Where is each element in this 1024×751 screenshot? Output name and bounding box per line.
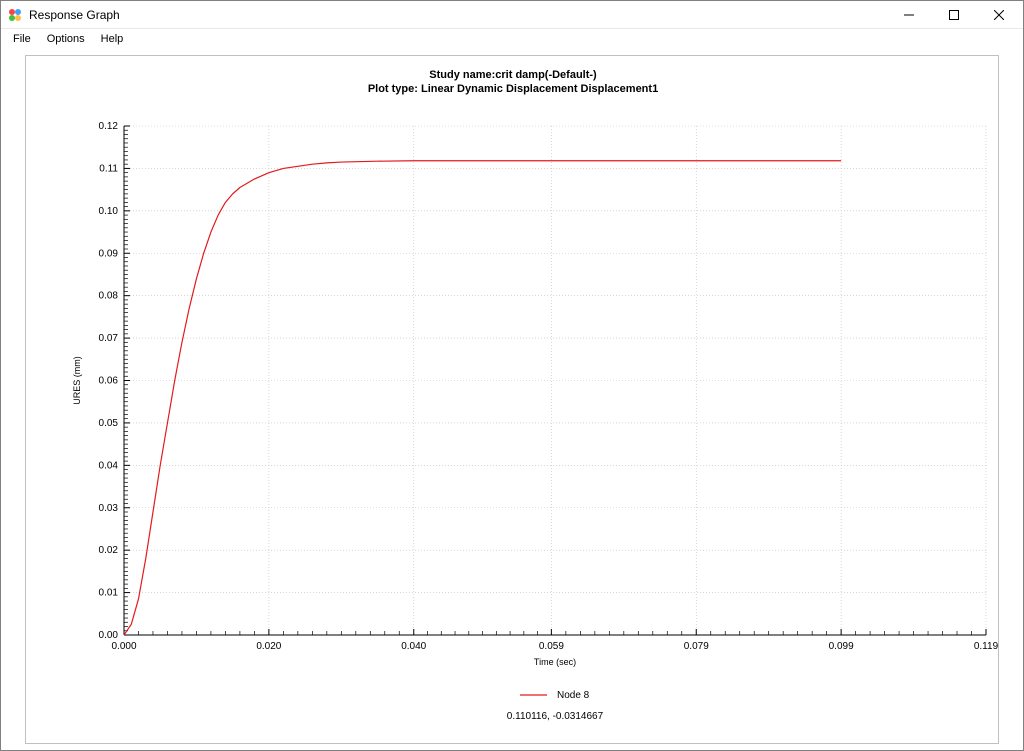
chart-title-1: Study name:crit damp(-Default-) xyxy=(429,69,597,81)
y-tick-label: 0.12 xyxy=(99,121,119,132)
menubar: File Options Help xyxy=(1,29,1023,49)
y-tick-label: 0.07 xyxy=(99,333,119,344)
app-window: Response Graph File Options Help Study n… xyxy=(0,0,1024,751)
chart-svg: Study name:crit damp(-Default-) Plot type… xyxy=(26,56,1000,746)
x-tick-label: 0.000 xyxy=(111,641,136,652)
y-tick-label: 0.08 xyxy=(99,291,119,302)
x-tick-label: 0.099 xyxy=(829,641,854,652)
plot-panel: Study name:crit damp(-Default-) Plot type… xyxy=(25,55,999,744)
x-tick-label: 0.040 xyxy=(401,641,426,652)
cursor-coords: 0.110116, -0.0314667 xyxy=(507,711,604,722)
titlebar: Response Graph xyxy=(1,1,1023,29)
y-tick-label: 0.00 xyxy=(99,630,119,641)
series-line xyxy=(124,161,841,635)
x-tick-label: 0.079 xyxy=(684,641,709,652)
legend-label: Node 8 xyxy=(557,690,590,701)
y-tick-label: 0.01 xyxy=(99,588,119,599)
chart-title-2: Plot type: Linear Dynamic Displacement D… xyxy=(368,83,658,95)
y-tick-label: 0.11 xyxy=(99,163,118,174)
x-tick-label: 0.119 xyxy=(974,641,999,652)
y-axis-label: URES (mm) xyxy=(72,356,82,405)
menu-options[interactable]: Options xyxy=(39,31,93,47)
app-icon xyxy=(7,7,23,23)
minimize-button[interactable] xyxy=(886,2,931,28)
y-tick-label: 0.09 xyxy=(99,248,119,259)
window-controls xyxy=(886,2,1021,28)
content-area: Study name:crit damp(-Default-) Plot type… xyxy=(1,49,1023,750)
y-tick-label: 0.03 xyxy=(99,503,119,514)
y-tick-label: 0.05 xyxy=(99,418,119,429)
y-tick-label: 0.10 xyxy=(99,206,119,217)
maximize-button[interactable] xyxy=(931,2,976,28)
window-title: Response Graph xyxy=(29,8,886,22)
x-tick-label: 0.059 xyxy=(539,641,564,652)
y-tick-label: 0.06 xyxy=(99,376,119,387)
close-button[interactable] xyxy=(976,2,1021,28)
y-tick-label: 0.04 xyxy=(99,460,119,471)
x-tick-label: 0.020 xyxy=(256,641,281,652)
menu-help[interactable]: Help xyxy=(93,31,132,47)
x-axis-label: Time (sec) xyxy=(534,657,576,667)
y-tick-label: 0.02 xyxy=(99,545,119,556)
menu-file[interactable]: File xyxy=(5,31,39,47)
